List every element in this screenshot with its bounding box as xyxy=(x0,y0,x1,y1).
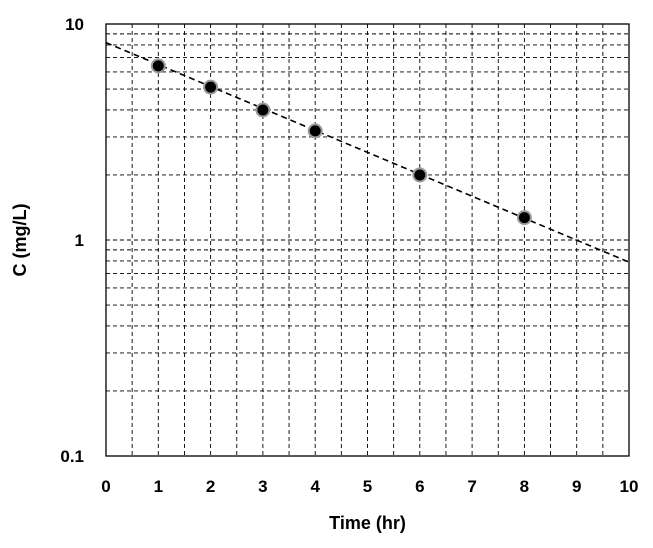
data-point xyxy=(255,102,271,118)
x-tick-label: 6 xyxy=(415,477,424,496)
x-tick-label: 5 xyxy=(363,477,372,496)
x-tick-label: 2 xyxy=(206,477,215,496)
y-tick-label: 0.1 xyxy=(60,447,84,466)
data-point xyxy=(150,58,166,74)
y-axis-label: C (mg/L) xyxy=(10,204,30,277)
y-tick-label: 10 xyxy=(65,15,84,34)
grid xyxy=(106,24,629,456)
x-tick-label: 4 xyxy=(310,477,320,496)
x-tick-label: 1 xyxy=(154,477,163,496)
trend-line xyxy=(105,41,630,263)
x-tick-label: 9 xyxy=(572,477,581,496)
x-axis-label: Time (hr) xyxy=(329,513,406,533)
plot-frame xyxy=(105,23,630,457)
y-axis-ticks: 0.1 1 10 xyxy=(60,15,84,466)
x-tick-label: 0 xyxy=(101,477,110,496)
x-tick-label: 3 xyxy=(258,477,267,496)
data-point xyxy=(516,210,532,226)
series-layer xyxy=(105,41,630,263)
y-tick-label: 1 xyxy=(75,231,84,250)
data-point xyxy=(203,79,219,95)
x-tick-label: 8 xyxy=(520,477,529,496)
x-axis-ticks: 0 1 2 3 4 5 6 7 8 9 10 xyxy=(101,477,638,496)
data-point xyxy=(307,123,323,139)
x-tick-label: 10 xyxy=(620,477,639,496)
data-point xyxy=(412,167,428,183)
x-tick-label: 7 xyxy=(467,477,476,496)
